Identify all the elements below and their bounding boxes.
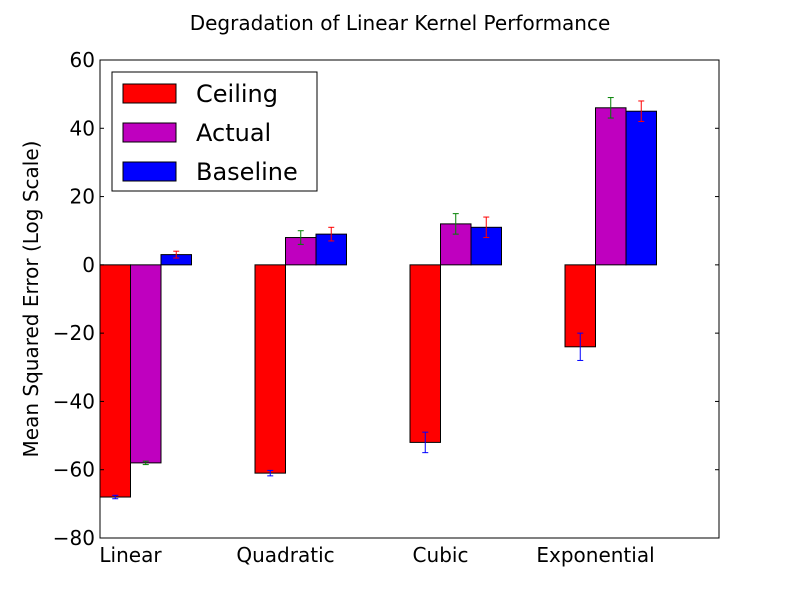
y-tick-label: −80 [53,526,95,550]
error-bar-actual-quadratic [297,230,304,245]
y-tick-label: 40 [70,116,95,140]
legend: Ceiling Actual Baseline [111,71,318,192]
y-tick-label: −40 [53,389,95,413]
y-ticks-layer: −80 −60 −40 −20 0 20 40 60 [53,48,719,550]
bar-ceiling-cubic [409,264,441,443]
legend-label-actual: Actual [196,119,271,147]
error-bar-ceiling-exponential [577,332,584,361]
error-bar-ceiling-cubic [422,431,429,454]
legend-swatch-baseline [122,161,177,182]
bar-ceiling-quadratic [254,264,286,474]
error-bar-baseline-linear [173,250,180,259]
error-bar-ceiling-quadratic [267,469,274,477]
bar-actual-linear [130,264,162,464]
bar-baseline-exponential [625,110,657,266]
y-axis-label: Mean Squared Error (Log Scale) [19,141,43,458]
error-bar-ceiling-linear [112,494,119,500]
x-tick-label: Cubic [413,543,469,567]
legend-label-baseline: Baseline [196,158,298,186]
error-bar-baseline-exponential [638,100,645,122]
chart-title: Degradation of Linear Kernel Performance [190,11,611,35]
legend-swatch-ceiling [122,83,177,104]
legend-label-ceiling: Ceiling [196,80,278,108]
plot-frame [99,59,720,539]
x-tick-label: Quadratic [236,543,334,567]
error-bar-actual-exponential [607,97,614,119]
error-bar-actual-linear [142,460,149,466]
error-bar-baseline-quadratic [328,226,335,242]
x-ticks-layer: Linear Quadratic Cubic Exponential [99,543,654,567]
y-tick-label: −20 [53,321,95,345]
x-tick-label: Exponential [536,543,654,567]
y-tick-label: 60 [70,48,95,72]
error-bars-layer [112,97,645,500]
x-tick-label: Linear [99,543,162,567]
legend-swatch-actual [122,122,177,143]
y-tick-label: 20 [70,185,95,209]
error-bar-actual-cubic [452,213,459,235]
y-tick-label: 0 [82,253,95,277]
bar-actual-exponential [595,107,627,266]
error-bar-baseline-cubic [483,216,490,239]
bar-ceiling-linear [99,264,131,498]
y-tick-label: −60 [53,458,95,482]
